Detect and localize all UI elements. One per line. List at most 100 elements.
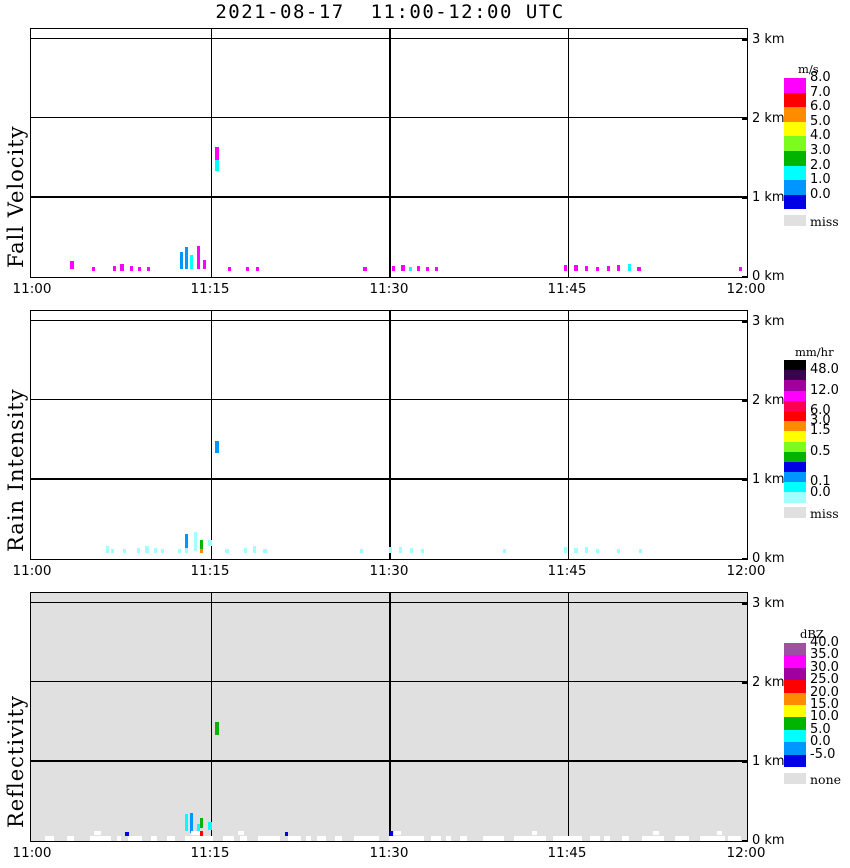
no-data-segment	[621, 836, 629, 841]
data-cell	[392, 266, 396, 271]
colorbar-2-units: mm/hr	[795, 345, 834, 359]
colorbar-tick-label: 7.0	[810, 84, 831, 100]
gridline-1130	[389, 29, 391, 277]
colorbar-tick-label: 0.0	[810, 484, 831, 500]
xtick-label-2-p1: 11:30	[369, 281, 409, 297]
panel-fall-velocity[interactable]	[30, 28, 748, 278]
colorbar-reflectivity[interactable]: 40.0 35.0 30.0 25.0 20.0 15.0 10.0 5.0 0.0 -5.0 no…	[784, 636, 841, 787]
colorbar-tick-label: 0.0	[810, 186, 831, 202]
xtick-label-4-p2: 12:00	[726, 563, 766, 579]
colorbar-band	[784, 390, 806, 401]
colorbar-rain-intensity[interactable]: 48.0 12.0 6.0 3.0 1.5 0.5 0.1 0.0 miss	[784, 360, 839, 521]
data-cell	[136, 548, 140, 553]
data-cell	[389, 830, 394, 837]
xtick-label-4-p3: 12:00	[726, 845, 766, 861]
no-data-segment	[531, 831, 538, 835]
colorbar-tick-label: 48.0	[810, 362, 839, 378]
colorbar-band	[784, 165, 806, 181]
panel-rain-intensity[interactable]	[30, 310, 748, 560]
panel-3-ylabel: Reflectivity	[4, 695, 28, 828]
gridline-1130	[389, 311, 391, 559]
colorbar-tick-label: 1.5	[810, 423, 831, 439]
ytick-mark-2-p3	[742, 682, 748, 684]
gridline-1115	[210, 311, 212, 559]
data-cell	[177, 548, 181, 553]
colorbar-tick-label: 6.0	[810, 403, 831, 418]
xtick-label-1-p3: 11:15	[190, 845, 230, 861]
data-cell	[146, 266, 151, 271]
data-cell	[120, 264, 124, 271]
colorbar-band	[784, 78, 806, 93]
colorbar-tick-label: 4.0	[810, 128, 831, 144]
colorbar-band	[784, 451, 806, 462]
xtick-label-0-p3: 11:00	[12, 845, 52, 861]
data-cell	[145, 545, 149, 553]
data-cell	[184, 813, 188, 831]
data-cell	[595, 548, 600, 553]
colorbar-band	[784, 461, 806, 473]
colorbar-fall-velocity[interactable]: 8.0 7.0 6.0 5.0 4.0 3.0 2.0 1.0 0.0 miss	[784, 71, 839, 229]
no-data-segment	[513, 836, 546, 841]
no-data-segment	[66, 836, 74, 841]
no-data-segment	[445, 836, 452, 841]
data-cell	[208, 540, 212, 547]
ytick-mark-3-p1	[742, 39, 748, 41]
panel-1-plotarea	[31, 29, 747, 277]
data-cell	[184, 533, 188, 549]
colorbar-3-units: dBZ	[800, 627, 824, 641]
ytick-label-3-p3: 3 km	[752, 596, 785, 611]
no-data-segment	[674, 836, 689, 841]
no-data-segment	[306, 836, 311, 841]
colorbar-band	[784, 400, 806, 411]
no-data-segment	[604, 836, 611, 841]
colorbar-band	[784, 742, 806, 755]
data-cell	[574, 265, 578, 271]
colorbar-tick-label: 25.0	[810, 672, 839, 688]
no-data-segment	[45, 836, 54, 841]
panel-reflectivity[interactable]	[30, 592, 748, 842]
no-data-segment	[653, 831, 659, 835]
colorbar-tick-label: 15.0	[810, 697, 839, 712]
xtick-label-0-p2: 11:00	[12, 563, 52, 579]
ytick-label-1-p2: 1 km	[752, 472, 785, 487]
data-cell	[215, 160, 219, 172]
ytick-label-1-p3: 1 km	[752, 754, 785, 769]
xtick-label-0-p1: 11:00	[12, 281, 52, 297]
colorbar-band	[784, 482, 806, 493]
page-title: 2021-08-17 11:00-12:00 UTC	[215, 1, 565, 23]
gridline-1115	[210, 29, 212, 277]
panel-3-plotarea	[31, 593, 747, 841]
ytick-label-0-p2: 0 km	[752, 551, 785, 566]
ytick-mark-1-p1	[742, 197, 748, 199]
data-cell	[184, 548, 188, 553]
colorbar-band	[784, 680, 806, 693]
no-data-segment	[184, 836, 214, 841]
panel-1-ylabel: Fall Velocity	[4, 125, 28, 268]
no-data-segment	[127, 836, 142, 841]
ytick-label-2-p1: 2 km	[752, 111, 785, 126]
ytick-mark-0-p2	[742, 558, 748, 560]
data-cell	[70, 261, 74, 270]
xtick-label-4-p1: 12:00	[726, 281, 766, 297]
colorbar-band	[784, 136, 806, 151]
data-cell	[202, 259, 206, 270]
colorbar-band	[784, 717, 806, 730]
colorbar-band	[784, 380, 806, 391]
ytick-mark-0-p3	[742, 840, 748, 842]
data-cell	[199, 548, 203, 553]
ytick-mark-3-p3	[742, 603, 748, 605]
data-cell	[199, 817, 203, 829]
ytick-label-0-p3: 0 km	[752, 833, 785, 848]
ytick-mark-0-p1	[742, 276, 748, 278]
data-cell	[215, 146, 219, 161]
data-cell	[595, 266, 600, 271]
colorbar-tick-label: 20.0	[810, 684, 839, 700]
colorbar-tick-label: 5.0	[810, 721, 831, 737]
ytick-label-3-p1: 3 km	[752, 32, 785, 47]
gridline-1130	[389, 593, 391, 841]
data-cell	[263, 548, 267, 553]
colorbar-band	[784, 180, 806, 195]
no-data-segment	[354, 836, 380, 841]
no-data-segment	[394, 831, 402, 835]
colorbar-band	[784, 492, 806, 503]
